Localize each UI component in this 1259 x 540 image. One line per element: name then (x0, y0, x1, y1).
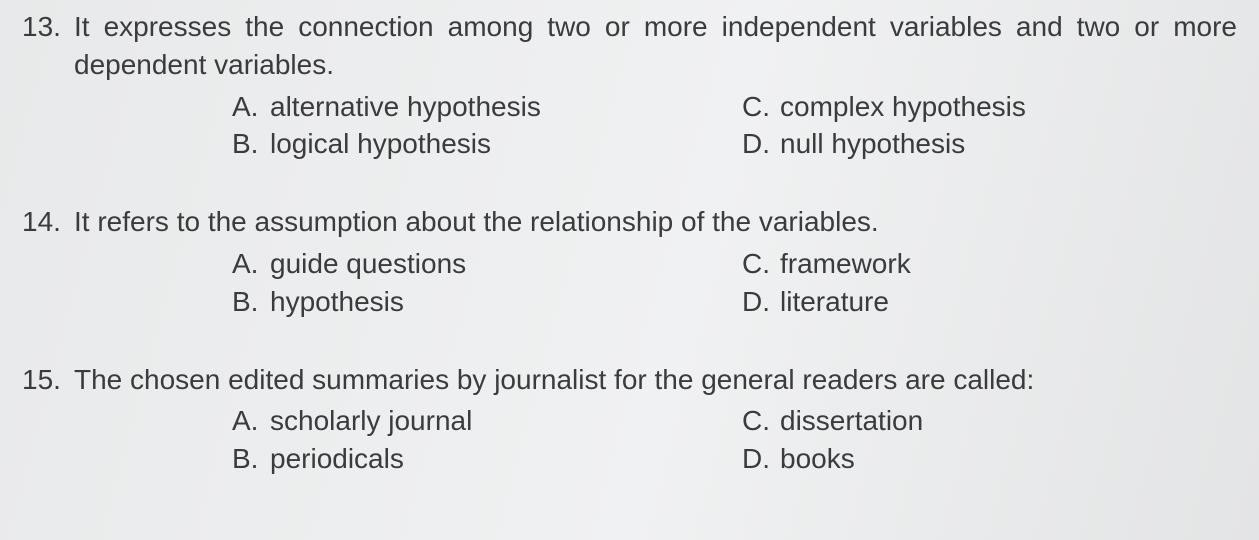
option-text: null hypothesis (780, 125, 965, 163)
option-letter: D. (742, 125, 780, 163)
option-letter: B. (232, 283, 270, 321)
option-text: complex hypothesis (780, 88, 1026, 126)
question-text: It refers to the assumption about the re… (74, 203, 1237, 241)
option-text: books (780, 440, 855, 478)
option-letter: D. (742, 283, 780, 321)
question-stem: 15. The chosen edited summaries by journ… (22, 361, 1237, 399)
option-a: A. scholarly journal (232, 402, 742, 440)
option-text: periodicals (270, 440, 404, 478)
option-d: D. books (742, 440, 1237, 478)
question-14: 14. It refers to the assumption about th… (22, 203, 1237, 320)
option-c: C. complex hypothesis (742, 88, 1237, 126)
question-text: It expresses the connection among two or… (74, 8, 1237, 84)
option-text: scholarly journal (270, 402, 472, 440)
question-number: 15. (22, 361, 74, 399)
option-text: literature (780, 283, 889, 321)
option-letter: C. (742, 245, 780, 283)
question-number: 13. (22, 8, 74, 84)
question-13: 13. It expresses the connection among tw… (22, 8, 1237, 163)
option-text: hypothesis (270, 283, 404, 321)
option-letter: B. (232, 125, 270, 163)
option-letter: A. (232, 402, 270, 440)
option-a: A. alternative hypothesis (232, 88, 742, 126)
option-a: A. guide questions (232, 245, 742, 283)
question-number: 14. (22, 203, 74, 241)
question-text: The chosen edited summaries by journalis… (74, 361, 1237, 399)
option-b: B. logical hypothesis (232, 125, 742, 163)
option-letter: C. (742, 402, 780, 440)
options: A. guide questions C. framework B. hypot… (22, 245, 1237, 321)
option-letter: B. (232, 440, 270, 478)
option-letter: A. (232, 88, 270, 126)
option-text: dissertation (780, 402, 923, 440)
option-letter: C. (742, 88, 780, 126)
options: A. scholarly journal C. dissertation B. … (22, 402, 1237, 478)
option-b: B. periodicals (232, 440, 742, 478)
option-text: alternative hypothesis (270, 88, 541, 126)
option-d: D. literature (742, 283, 1237, 321)
option-c: C. dissertation (742, 402, 1237, 440)
question-stem: 14. It refers to the assumption about th… (22, 203, 1237, 241)
options: A. alternative hypothesis C. complex hyp… (22, 88, 1237, 164)
option-d: D. null hypothesis (742, 125, 1237, 163)
option-text: framework (780, 245, 911, 283)
option-c: C. framework (742, 245, 1237, 283)
question-15: 15. The chosen edited summaries by journ… (22, 361, 1237, 478)
option-b: B. hypothesis (232, 283, 742, 321)
option-letter: A. (232, 245, 270, 283)
option-text: logical hypothesis (270, 125, 491, 163)
option-text: guide questions (270, 245, 466, 283)
option-letter: D. (742, 440, 780, 478)
question-stem: 13. It expresses the connection among tw… (22, 8, 1237, 84)
